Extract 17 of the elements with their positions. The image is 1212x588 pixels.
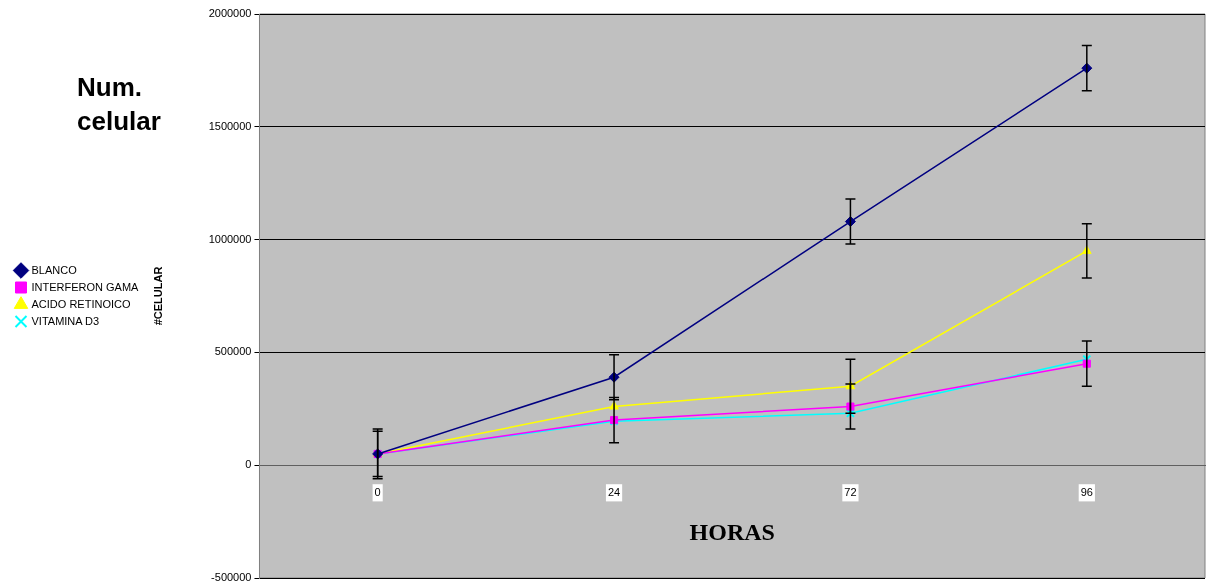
legend-label: VITAMINA D3 — [31, 314, 100, 327]
x-axis-title: HORAS — [689, 519, 775, 545]
legend-label: INTERFERON GAMA — [31, 280, 140, 293]
y-tick-label: 1000000 — [208, 232, 252, 245]
legend-label: ACIDO RETINOICO — [31, 297, 131, 310]
y-axis-title: #CELULAR — [152, 266, 165, 326]
y-tick-label: 2000000 — [208, 7, 252, 20]
x-tick-label: 0 — [374, 485, 381, 498]
y-tick-label: 0 — [245, 458, 252, 471]
x-tick-label: 24 — [607, 485, 621, 498]
x-tick-label: 72 — [844, 485, 857, 498]
y-tick-label: -500000 — [211, 571, 252, 584]
text: Num. celular — [77, 72, 161, 136]
y-tick-label: 500000 — [214, 345, 252, 358]
legend-label: BLANCO — [31, 263, 78, 276]
y-tick-label: 1500000 — [208, 119, 252, 132]
x-tick-label: 96 — [1080, 485, 1093, 498]
